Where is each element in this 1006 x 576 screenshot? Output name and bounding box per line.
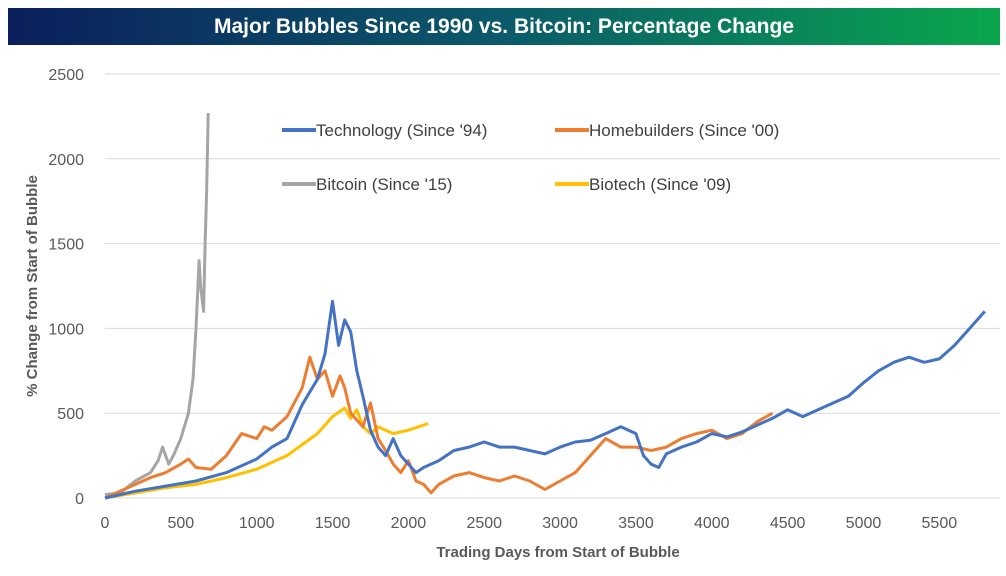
x-tick-label: 2000: [391, 515, 427, 532]
legend-label: Homebuilders (Since '00): [589, 121, 779, 140]
x-tick-label: 1500: [315, 515, 351, 532]
x-tick-label: 2500: [466, 515, 502, 532]
x-tick-label: 5000: [846, 515, 882, 532]
legend-label: Biotech (Since '09): [589, 175, 731, 194]
y-tick-label: 0: [75, 491, 84, 508]
series-line-3: [104, 406, 429, 500]
x-tick-label: 3500: [618, 515, 654, 532]
x-tick-label: 4000: [694, 515, 730, 532]
x-tick-label: 3000: [542, 515, 578, 532]
x-tick-label: 5500: [922, 515, 958, 532]
y-axis-label: % Change from Start of Bubble: [24, 175, 41, 397]
series-line-0: [104, 299, 986, 500]
x-tick-label: 1000: [239, 515, 275, 532]
x-tick-label: 0: [101, 515, 110, 532]
chart-title: Major Bubbles Since 1990 vs. Bitcoin: Pe…: [8, 8, 1000, 45]
x-tick-label: 4500: [770, 515, 806, 532]
legend-label: Technology (Since '94): [316, 121, 487, 140]
series-line-2: [104, 112, 210, 497]
y-tick-label: 500: [57, 406, 84, 423]
y-tick-label: 1000: [48, 321, 84, 338]
series-line-1: [104, 355, 774, 500]
legend-label: Bitcoin (Since '15): [316, 175, 452, 194]
y-tick-label: 1500: [48, 237, 84, 254]
y-tick-label: 2500: [48, 67, 84, 84]
x-axis-label: Trading Days from Start of Bubble: [436, 544, 679, 561]
y-tick-label: 2000: [48, 152, 84, 169]
x-tick-label: 500: [167, 515, 194, 532]
